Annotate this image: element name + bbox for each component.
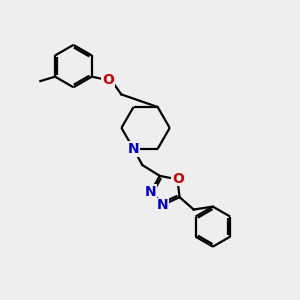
Text: O: O [172, 172, 184, 186]
Text: N: N [128, 142, 139, 156]
Text: N: N [145, 184, 156, 199]
Text: N: N [157, 198, 169, 212]
Text: O: O [102, 73, 114, 87]
